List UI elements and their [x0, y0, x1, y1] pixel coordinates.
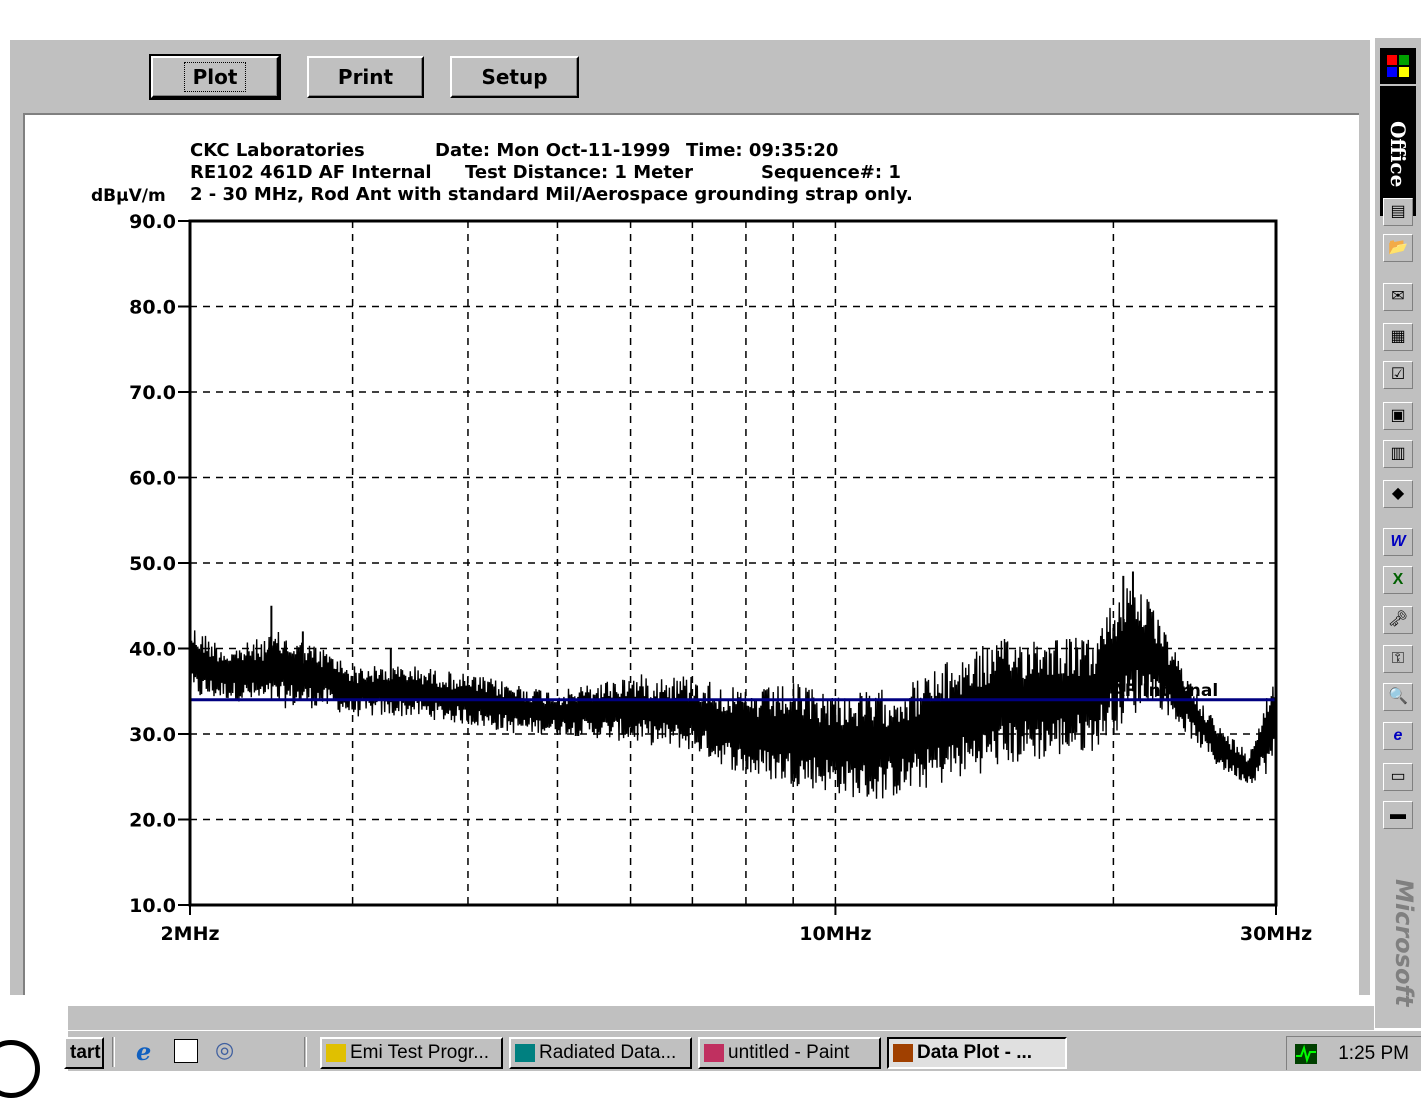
chart-icon	[893, 1044, 913, 1062]
y-tick-label: 90.0	[129, 211, 176, 233]
key-icon[interactable]: ⚿	[1383, 645, 1413, 673]
taskbar-item-label: Radiated Data...	[539, 1042, 677, 1063]
taskbar-item[interactable]: Data Plot - ...	[887, 1037, 1067, 1069]
print-button-label: Print	[337, 65, 394, 89]
start-logo-icon	[0, 1040, 40, 1098]
system-tray: 1:25 PM	[1286, 1036, 1421, 1070]
grid-lines	[190, 221, 1276, 905]
binder-icon[interactable]: ▬	[1383, 801, 1413, 829]
internet-explorer-icon[interactable]: e	[1383, 722, 1413, 750]
x-tick-label: 10MHz	[799, 923, 871, 945]
y-axis-unit: dBµV/m	[91, 186, 166, 206]
word-icon[interactable]: W	[1383, 528, 1413, 556]
x-tick-label: 30MHz	[1240, 923, 1312, 945]
network-monitor-icon[interactable]	[1295, 1043, 1317, 1064]
plot-button-label: Plot	[183, 62, 247, 92]
excel-icon[interactable]: X	[1383, 566, 1413, 594]
note-icon[interactable]: ◆	[1383, 480, 1413, 508]
x-tick-label: 2MHz	[160, 923, 219, 945]
setup-button-label: Setup	[481, 65, 548, 89]
plot-button[interactable]: Plot	[149, 54, 281, 100]
y-tick-label: 60.0	[129, 468, 176, 490]
journal-icon[interactable]: ▥	[1383, 440, 1413, 468]
taskbar-separator	[304, 1037, 307, 1067]
limit-line-group: RE102 461D AF Internal	[190, 681, 1276, 702]
open-document-icon[interactable]: 📂	[1383, 234, 1413, 262]
print-button[interactable]: Print	[307, 56, 424, 98]
start-button[interactable]: tart	[64, 1037, 104, 1069]
header-date: Date: Mon Oct-11-1999	[435, 140, 670, 161]
header-sequence: Sequence#: 1	[761, 162, 901, 183]
internet-explorer-icon[interactable]: e	[136, 1037, 152, 1066]
emission-trace	[189, 571, 1277, 799]
appointment-icon[interactable]: ▦	[1383, 323, 1413, 351]
find-icon[interactable]: 🔍	[1383, 683, 1413, 711]
paint-icon	[704, 1044, 724, 1062]
y-tick-label: 70.0	[129, 382, 176, 404]
window-bottom-strip	[68, 1006, 1374, 1030]
taskbar: tart e ◎ Emi Test Progr... Radiated Data.…	[64, 1030, 1421, 1071]
limit-line-label: RE102 461D AF Internal	[990, 681, 1218, 701]
y-tick-label: 10.0	[129, 895, 176, 917]
taskbar-item-label: Emi Test Progr...	[350, 1042, 490, 1063]
contact-icon[interactable]: ▣	[1383, 402, 1413, 430]
start-button-label: tart	[70, 1042, 101, 1063]
taskbar-item[interactable]: Emi Test Progr...	[320, 1037, 503, 1069]
access-icon[interactable]: 🗝	[1383, 606, 1413, 634]
taskbar-item[interactable]: untitled - Paint	[698, 1037, 881, 1069]
new-message-icon[interactable]: ✉	[1383, 283, 1413, 311]
data-plot-window: Plot Print Setup CKC Laboratories Date: …	[10, 40, 1370, 995]
new-document-icon[interactable]: ▤	[1383, 198, 1413, 226]
app-window-icon	[515, 1044, 535, 1062]
y-tick-label: 30.0	[129, 724, 176, 746]
emission-trace-line	[189, 588, 1277, 799]
task-icon[interactable]: ☑	[1383, 361, 1413, 389]
header-distance: Test Distance: 1 Meter	[465, 162, 693, 183]
axis-ticks: 90.0 80.0 70.0 60.0 50.0 40.0 30.0 20.0 10.0 2MHz…	[129, 211, 1312, 945]
setup-button[interactable]: Setup	[450, 56, 579, 98]
y-tick-label: 20.0	[129, 810, 176, 832]
office-logo-icon[interactable]	[1380, 48, 1416, 84]
header-company: CKC Laboratories	[190, 140, 365, 161]
taskbar-item-label: Data Plot - ...	[917, 1042, 1033, 1063]
office-shortcut-bar: Office ▤ 📂 ✉ ▦ ☑ ▣ ▥ ◆ W X 🗝 ⚿ 🔍 e ▭ ▬ Microsoft	[1374, 38, 1421, 1028]
outlook-icon[interactable]	[174, 1039, 198, 1063]
microsoft-brand-label: Microsoft	[1390, 879, 1418, 1007]
folder-icon	[326, 1044, 346, 1062]
channels-icon[interactable]: ◎	[215, 1037, 235, 1062]
emissions-chart: CKC Laboratories Date: Mon Oct-11-1999 T…	[91, 140, 1312, 945]
plot-panel: CKC Laboratories Date: Mon Oct-11-1999 T…	[23, 113, 1359, 995]
header-test: RE102 461D AF Internal	[190, 162, 432, 183]
clock[interactable]: 1:25 PM	[1338, 1042, 1409, 1064]
y-tick-label: 50.0	[129, 553, 176, 575]
office-label: Office	[1380, 86, 1416, 216]
y-tick-label: 80.0	[129, 297, 176, 319]
header-description: 2 - 30 MHz, Rod Ant with standard Mil/Ae…	[190, 184, 913, 205]
y-tick-label: 40.0	[129, 639, 176, 661]
taskbar-item[interactable]: Radiated Data...	[509, 1037, 692, 1069]
taskbar-item-label: untitled - Paint	[728, 1042, 850, 1063]
taskbar-separator	[112, 1037, 115, 1067]
folder-icon[interactable]: ▭	[1383, 763, 1413, 791]
header-time: Time: 09:35:20	[686, 140, 838, 161]
